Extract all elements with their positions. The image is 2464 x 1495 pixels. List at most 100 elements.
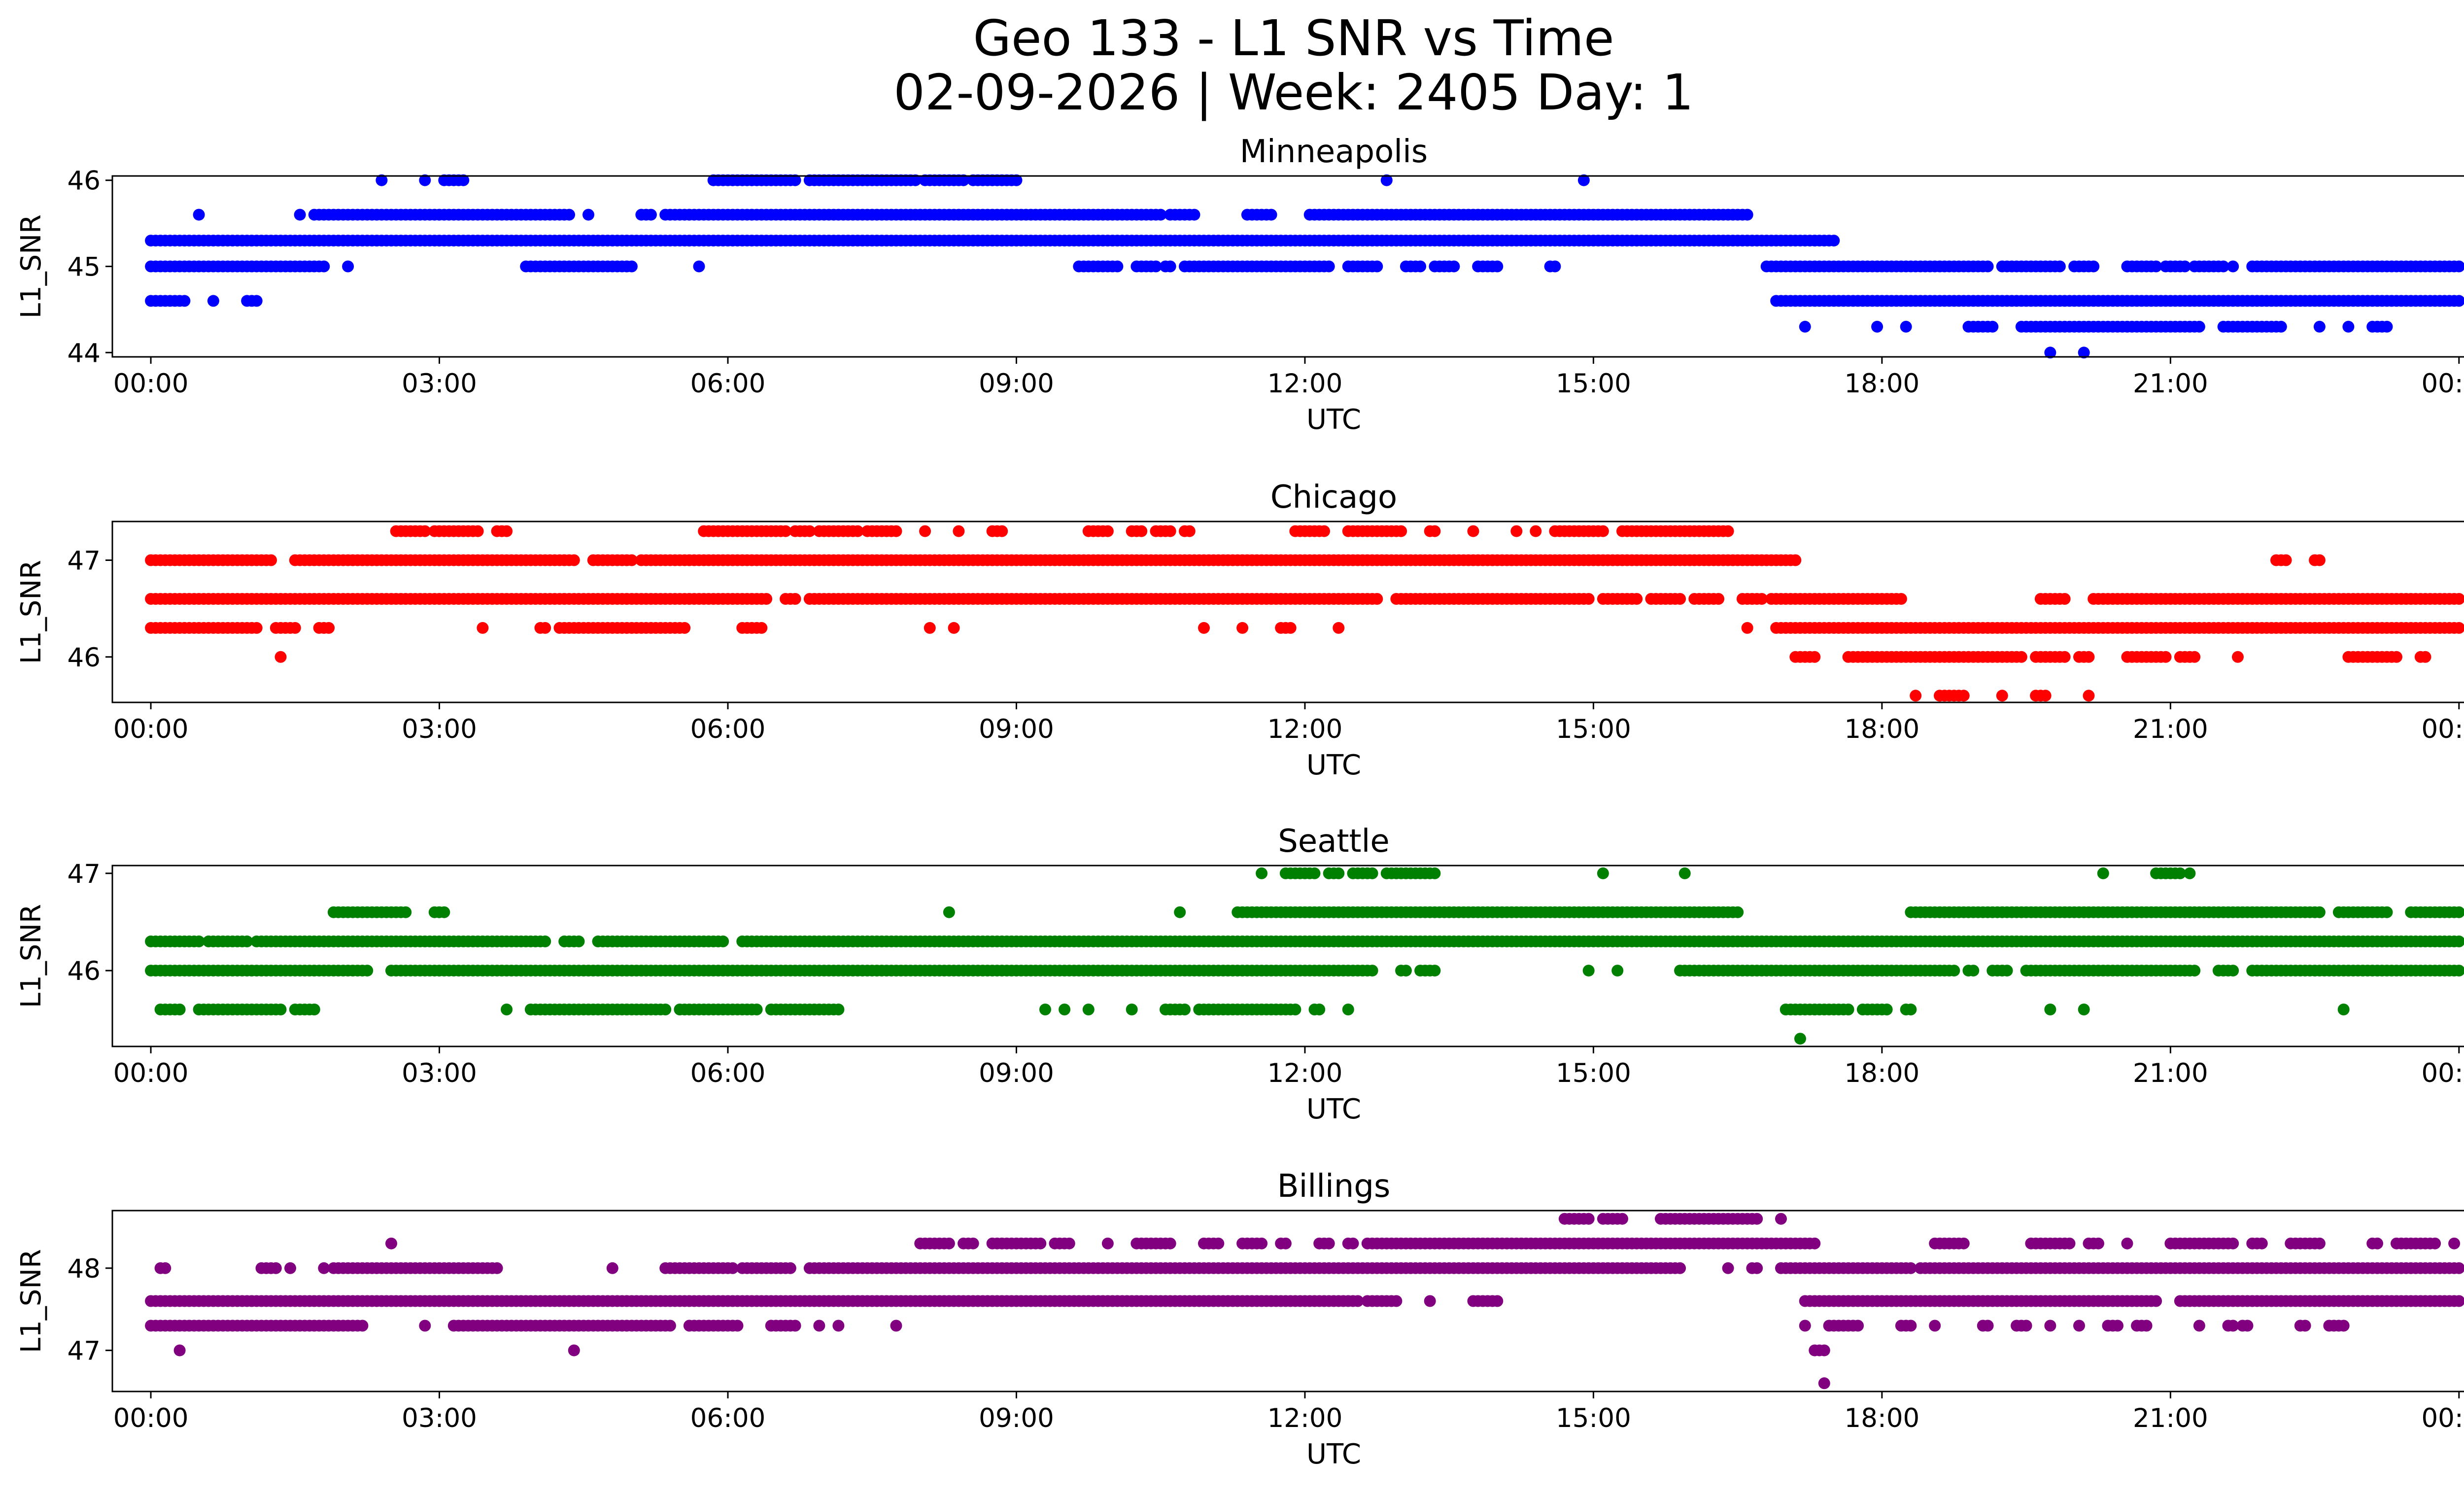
x-tick-label: 12:00: [1267, 714, 1343, 744]
data-point: [1799, 1320, 1811, 1332]
data-point: [1582, 593, 1595, 605]
x-tick-label: 09:00: [979, 369, 1054, 399]
data-point: [1342, 1004, 1354, 1015]
data-point: [2391, 651, 2402, 663]
data-point: [1799, 320, 1811, 333]
y-tick-label: 47: [68, 859, 101, 889]
data-point: [832, 1320, 845, 1332]
data-point: [1577, 174, 1590, 186]
data-points: [145, 174, 2464, 359]
x-tick-label: 09:00: [979, 1058, 1054, 1088]
data-point: [1775, 1213, 1787, 1225]
data-point: [919, 525, 931, 537]
data-point: [376, 174, 388, 186]
data-point: [2453, 593, 2464, 605]
data-point: [265, 554, 277, 566]
data-point: [679, 622, 691, 634]
x-tick-label: 12:00: [1267, 1403, 1343, 1433]
data-point: [173, 1004, 186, 1015]
data-point: [1905, 1262, 1917, 1274]
data-point: [2227, 1237, 2239, 1250]
data-point: [193, 209, 205, 221]
data-point: [2159, 651, 2172, 663]
data-points: [145, 525, 2464, 702]
panel-title: Billings: [1277, 1168, 1391, 1205]
data-point: [1982, 1320, 1994, 1332]
data-point: [1323, 260, 1335, 273]
data-point: [2078, 1004, 2090, 1015]
data-point: [1174, 906, 1186, 918]
data-point: [1366, 965, 1378, 977]
x-tick-label: 12:00: [1267, 369, 1343, 399]
data-point: [361, 965, 374, 977]
data-point: [2448, 1237, 2461, 1250]
data-point: [318, 260, 330, 273]
data-point: [173, 1344, 186, 1356]
data-point: [1179, 1004, 1191, 1015]
data-point: [789, 1320, 801, 1332]
data-point: [491, 1262, 503, 1274]
axes-frame: [111, 1210, 2464, 1392]
data-point: [606, 1262, 618, 1274]
data-point: [2193, 1320, 2205, 1332]
y-axis-label: L1_SNR: [15, 1249, 47, 1353]
data-point: [2381, 320, 2393, 333]
x-tick-label: 15:00: [1556, 1058, 1631, 1088]
data-point: [1284, 622, 1297, 634]
data-point: [2088, 260, 2100, 273]
data-point: [193, 935, 205, 947]
data-point: [1318, 525, 1330, 537]
data-point: [2371, 1237, 2383, 1250]
data-point: [1597, 867, 1609, 879]
data-point: [1395, 525, 1407, 537]
data-point: [1809, 1237, 1821, 1250]
data-points: [145, 867, 2464, 1045]
data-point: [270, 1262, 282, 1274]
data-point: [289, 622, 301, 634]
data-point: [1597, 525, 1609, 537]
data-point: [2063, 1237, 2076, 1250]
data-point: [501, 1004, 513, 1015]
data-point: [1900, 320, 1912, 333]
data-point: [2381, 906, 2393, 918]
data-point: [996, 525, 1008, 537]
data-point: [1881, 1004, 1893, 1015]
data-point: [789, 593, 801, 605]
x-tick-label: 18:00: [1845, 369, 1920, 399]
data-point: [625, 260, 638, 273]
data-point: [1183, 525, 1196, 537]
data-point: [2453, 965, 2464, 977]
data-point: [1491, 260, 1504, 273]
data-point: [2044, 1320, 2056, 1332]
data-point: [1842, 1004, 1854, 1015]
data-point: [2453, 295, 2464, 307]
data-point: [1155, 209, 1167, 221]
data-point: [400, 906, 412, 918]
data-point: [1212, 1237, 1225, 1250]
x-tick-label: 03:00: [402, 1058, 477, 1088]
data-point: [1236, 622, 1249, 634]
data-point: [1611, 965, 1624, 977]
data-point: [2429, 1237, 2441, 1250]
figure-title-line-1: Geo 133 - L1 SNR vs Time: [973, 9, 1614, 67]
data-point: [890, 525, 902, 537]
data-point: [1390, 1295, 1403, 1307]
data-point: [2227, 260, 2239, 273]
data-point: [438, 906, 450, 918]
y-tick-label: 46: [68, 956, 101, 986]
data-point: [294, 209, 306, 221]
data-point: [1510, 525, 1523, 537]
data-point: [2001, 965, 2013, 977]
y-tick-label: 46: [68, 166, 101, 196]
data-point: [356, 1320, 369, 1332]
data-point: [1741, 209, 1753, 221]
data-point: [2337, 1320, 2350, 1332]
data-point: [2217, 260, 2229, 273]
data-point: [1582, 1213, 1595, 1225]
data-point: [1429, 965, 1441, 977]
data-point: [1164, 1237, 1176, 1250]
data-point: [2184, 867, 2196, 879]
data-point: [1371, 593, 1383, 605]
